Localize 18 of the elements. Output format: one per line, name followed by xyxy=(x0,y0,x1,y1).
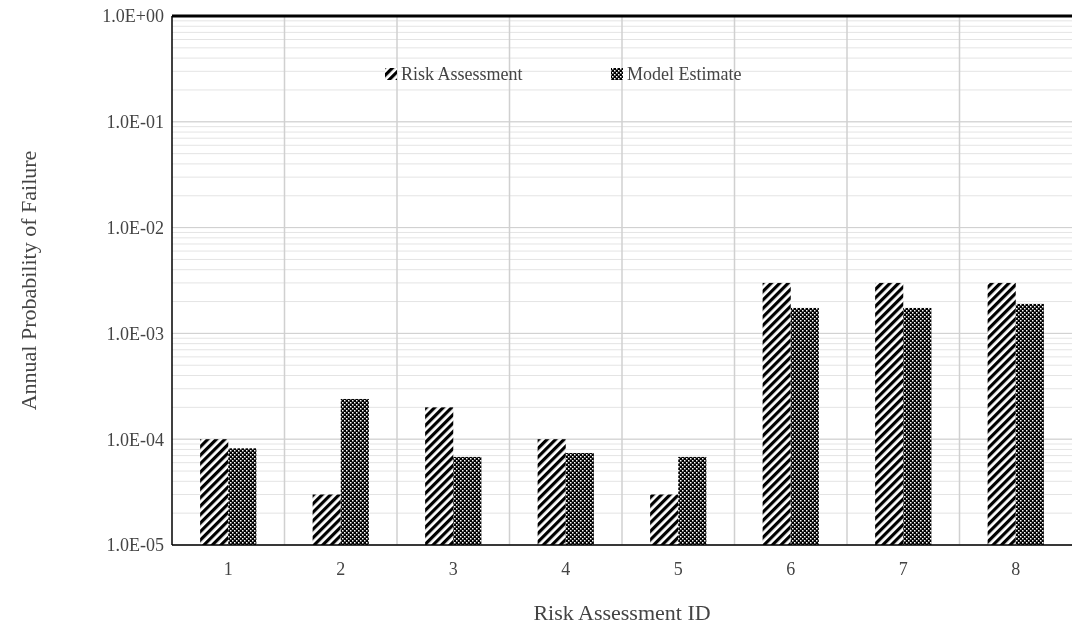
x-tick-label: 5 xyxy=(673,559,683,579)
legend-label: Model Estimate xyxy=(627,64,742,85)
y-tick-label: 1.0E-05 xyxy=(106,535,164,556)
y-tick-label: 1.0E+00 xyxy=(102,6,164,27)
y-axis-title: Annual Probability of Failure xyxy=(16,150,41,411)
y-tick-label: 1.0E-04 xyxy=(106,429,164,450)
x-tick-label: 3 xyxy=(448,559,458,579)
x-tick-label: 6 xyxy=(786,559,796,579)
x-tick-label: 7 xyxy=(898,559,908,579)
y-tick-label: 1.0E-03 xyxy=(106,323,164,344)
x-tick-label: 2 xyxy=(336,559,346,579)
x-axis-title: Risk Assessment ID xyxy=(533,600,711,625)
y-tick-label: 1.0E-01 xyxy=(106,112,164,133)
legend-label: Risk Assessment xyxy=(401,64,523,85)
x-tick-label: 8 xyxy=(1011,559,1021,579)
x-tick-label: 1 xyxy=(223,559,233,579)
x-tick-label: 4 xyxy=(561,559,571,579)
y-tick-label: 1.0E-02 xyxy=(106,217,164,238)
